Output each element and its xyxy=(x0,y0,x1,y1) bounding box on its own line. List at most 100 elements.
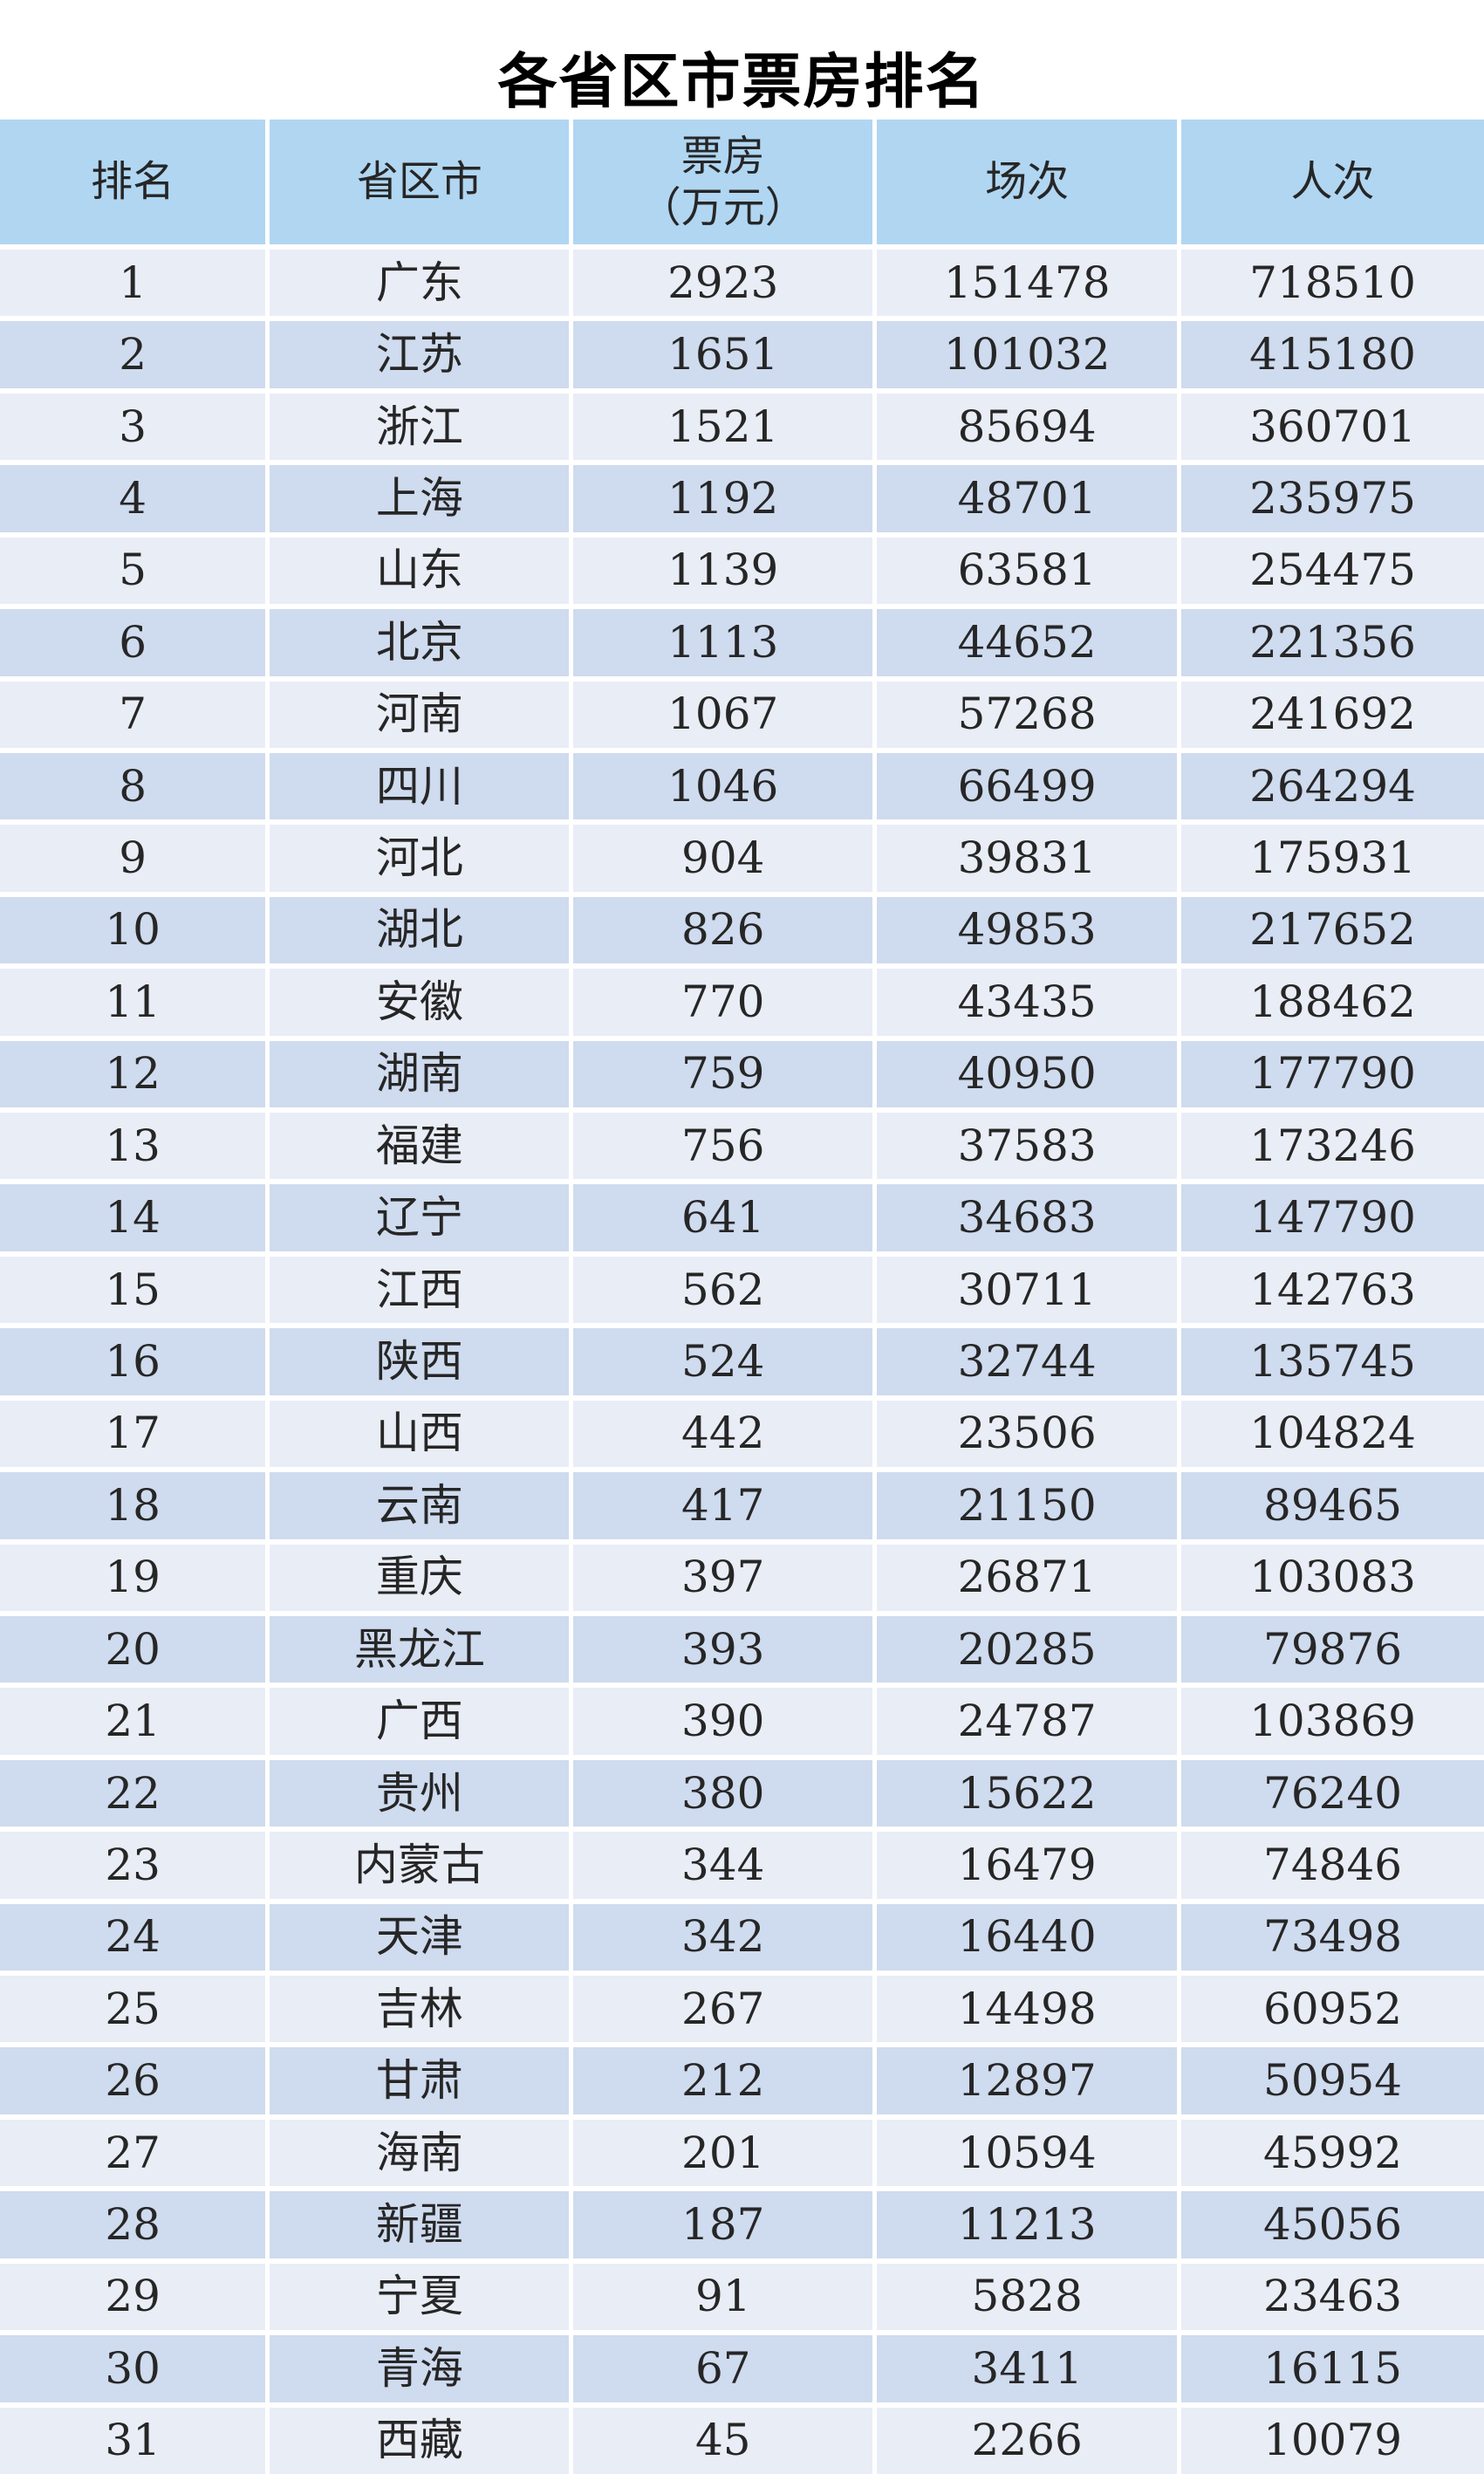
cell-attendance: 177790 xyxy=(1181,1040,1484,1108)
header-box-office-line2: （万元） xyxy=(639,182,807,232)
cell-region: 新疆 xyxy=(270,2191,570,2258)
cell-attendance: 142763 xyxy=(1181,1256,1484,1324)
cell-region: 浙江 xyxy=(270,393,570,461)
cell-region: 北京 xyxy=(270,609,570,676)
cell-region: 黑龙江 xyxy=(270,1615,570,1683)
cell-attendance: 147790 xyxy=(1181,1184,1484,1251)
cell-region: 云南 xyxy=(270,1472,570,1539)
cell-rank: 3 xyxy=(0,393,266,461)
cell-sessions: 32744 xyxy=(877,1328,1178,1395)
cell-sessions: 23506 xyxy=(877,1400,1178,1468)
cell-rank: 30 xyxy=(0,2335,266,2402)
cell-attendance: 173246 xyxy=(1181,1113,1484,1180)
cell-rank: 16 xyxy=(0,1328,266,1395)
cell-rank: 6 xyxy=(0,609,266,676)
cell-region: 安徽 xyxy=(270,969,570,1036)
header-cell-box-office: 票房 （万元） xyxy=(573,120,873,244)
cell-sessions: 40950 xyxy=(877,1040,1178,1108)
cell-rank: 23 xyxy=(0,1832,266,1899)
cell-sessions: 30711 xyxy=(877,1256,1178,1324)
cell-box-office: 201 xyxy=(573,2119,873,2187)
cell-region: 山东 xyxy=(270,537,570,605)
cell-region: 贵州 xyxy=(270,1759,570,1827)
cell-sessions: 49853 xyxy=(877,896,1178,964)
cell-rank: 10 xyxy=(0,896,266,964)
cell-box-office: 390 xyxy=(573,1688,873,1755)
cell-sessions: 11213 xyxy=(877,2191,1178,2258)
cell-rank: 14 xyxy=(0,1184,266,1251)
cell-attendance: 188462 xyxy=(1181,969,1484,1036)
cell-rank: 28 xyxy=(0,2191,266,2258)
cell-box-office: 397 xyxy=(573,1544,873,1611)
cell-box-office: 1651 xyxy=(573,321,873,388)
cell-region: 广西 xyxy=(270,1688,570,1755)
cell-attendance: 135745 xyxy=(1181,1328,1484,1395)
cell-rank: 9 xyxy=(0,825,266,892)
header-box-office-line1: 票房 xyxy=(680,131,765,181)
cell-rank: 2 xyxy=(0,321,266,388)
cell-rank: 26 xyxy=(0,2047,266,2114)
header-attendance-label: 人次 xyxy=(1290,157,1375,207)
cell-sessions: 10594 xyxy=(877,2119,1178,2187)
cell-attendance: 10079 xyxy=(1181,2407,1484,2474)
cell-box-office: 344 xyxy=(573,1832,873,1899)
cell-rank: 21 xyxy=(0,1688,266,1755)
cell-sessions: 24787 xyxy=(877,1688,1178,1755)
cell-box-office: 212 xyxy=(573,2047,873,2114)
cell-box-office: 417 xyxy=(573,1472,873,1539)
cell-region: 广东 xyxy=(270,250,570,317)
cell-sessions: 48701 xyxy=(877,465,1178,532)
cell-attendance: 23463 xyxy=(1181,2263,1484,2331)
cell-sessions: 21150 xyxy=(877,1472,1178,1539)
cell-rank: 29 xyxy=(0,2263,266,2331)
cell-rank: 1 xyxy=(0,250,266,317)
header-sessions-label: 场次 xyxy=(985,157,1070,207)
cell-box-office: 67 xyxy=(573,2335,873,2402)
cell-region: 甘肃 xyxy=(270,2047,570,2114)
cell-attendance: 45992 xyxy=(1181,2119,1484,2187)
cell-rank: 19 xyxy=(0,1544,266,1611)
header-cell-attendance: 人次 xyxy=(1181,120,1484,244)
cell-sessions: 39831 xyxy=(877,825,1178,892)
cell-region: 河南 xyxy=(270,681,570,748)
cell-region: 重庆 xyxy=(270,1544,570,1611)
cell-box-office: 1113 xyxy=(573,609,873,676)
cell-region: 福建 xyxy=(270,1113,570,1180)
header-cell-rank: 排名 xyxy=(0,120,266,244)
cell-rank: 13 xyxy=(0,1113,266,1180)
cell-attendance: 60952 xyxy=(1181,1976,1484,2043)
cell-attendance: 217652 xyxy=(1181,896,1484,964)
cell-rank: 11 xyxy=(0,969,266,1036)
cell-attendance: 221356 xyxy=(1181,609,1484,676)
cell-sessions: 26871 xyxy=(877,1544,1178,1611)
cell-box-office: 1139 xyxy=(573,537,873,605)
cell-region: 天津 xyxy=(270,1903,570,1971)
header-rank-label: 排名 xyxy=(91,157,175,207)
cell-box-office: 756 xyxy=(573,1113,873,1180)
cell-box-office: 442 xyxy=(573,1400,873,1468)
cell-sessions: 16440 xyxy=(877,1903,1178,1971)
cell-box-office: 770 xyxy=(573,969,873,1036)
cell-region: 宁夏 xyxy=(270,2263,570,2331)
cell-sessions: 43435 xyxy=(877,969,1178,1036)
cell-rank: 20 xyxy=(0,1615,266,1683)
cell-sessions: 12897 xyxy=(877,2047,1178,2114)
cell-region: 吉林 xyxy=(270,1976,570,2043)
cell-sessions: 2266 xyxy=(877,2407,1178,2474)
cell-region: 陕西 xyxy=(270,1328,570,1395)
cell-attendance: 235975 xyxy=(1181,465,1484,532)
cell-attendance: 103083 xyxy=(1181,1544,1484,1611)
cell-box-office: 1046 xyxy=(573,752,873,820)
header-region-label: 省区市 xyxy=(356,157,482,207)
cell-region: 上海 xyxy=(270,465,570,532)
cell-region: 辽宁 xyxy=(270,1184,570,1251)
cell-sessions: 66499 xyxy=(877,752,1178,820)
cell-rank: 31 xyxy=(0,2407,266,2474)
title-bar: 各省区市票房排名 xyxy=(0,0,1484,120)
cell-rank: 5 xyxy=(0,537,266,605)
cell-box-office: 826 xyxy=(573,896,873,964)
cell-sessions: 5828 xyxy=(877,2263,1178,2331)
cell-box-office: 1521 xyxy=(573,393,873,461)
cell-sessions: 15622 xyxy=(877,1759,1178,1827)
